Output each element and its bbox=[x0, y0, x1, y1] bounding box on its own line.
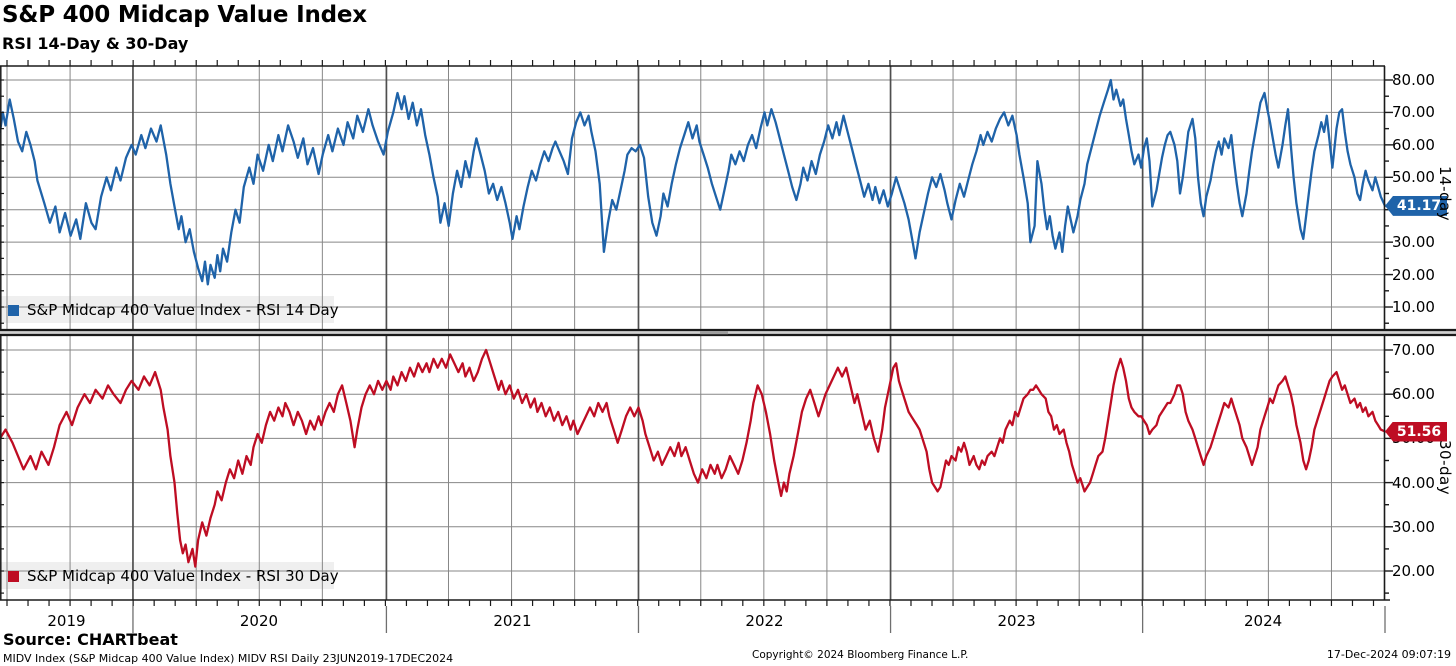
x-axis-year-label: 2023 bbox=[997, 612, 1035, 630]
y-axis-tick-label: 50.00 bbox=[1392, 168, 1435, 187]
timestamp: 17-Dec-2024 09:07:19 bbox=[1326, 648, 1451, 661]
y-axis-tick-label: 30.00 bbox=[1392, 233, 1435, 252]
chart-subtitle: RSI 14-Day & 30-Day bbox=[2, 34, 189, 53]
rsi14-line bbox=[0, 78, 1387, 286]
y-axis-tick-label: 70.00 bbox=[1392, 341, 1435, 359]
legend-band-rsi30 bbox=[0, 562, 334, 589]
last-value-badge-rsi-14: 41.17 bbox=[1385, 195, 1447, 216]
y-axis-tick-label: 70.00 bbox=[1392, 103, 1435, 122]
y-axis-tick-label: 60.00 bbox=[1392, 135, 1435, 154]
legend-label-rsi-14: S&P Midcap 400 Value Index - RSI 14 Day bbox=[27, 301, 339, 319]
plot-area-rsi14[interactable] bbox=[0, 66, 1385, 329]
axis-title-30-day: 30-day bbox=[1436, 440, 1454, 496]
legend-label-rsi-30: S&P Midcap 400 Value Index - RSI 30 Day bbox=[27, 567, 339, 585]
y-axis-tick-label: 40.00 bbox=[1392, 473, 1435, 492]
y-axis-tick-label: 30.00 bbox=[1392, 517, 1435, 536]
splitter-handle-icon[interactable] bbox=[700, 331, 728, 335]
x-axis-year-label: 2024 bbox=[1244, 612, 1282, 630]
last-value-badge-rsi-30: 51.56 bbox=[1385, 421, 1447, 442]
legend-swatch-blue-icon bbox=[8, 304, 19, 316]
x-axis-year-label: 2021 bbox=[493, 612, 531, 630]
source-line: Source: CHARTbeat bbox=[3, 630, 178, 649]
y-axis-tick-label: 20.00 bbox=[1392, 265, 1435, 284]
page-title: S&P 400 Midcap Value Index bbox=[2, 2, 367, 28]
legend-rsi-30[interactable]: S&P Midcap 400 Value Index - RSI 30 Day bbox=[8, 565, 339, 587]
legend-swatch-red-icon bbox=[8, 570, 19, 582]
y-axis-tick-label: 20.00 bbox=[1392, 562, 1435, 580]
axis-title-14-day: 14-day bbox=[1436, 166, 1454, 222]
y-axis-tick-label: 80.00 bbox=[1392, 71, 1435, 89]
legend-band-rsi14 bbox=[0, 296, 334, 323]
y-axis-tick-label: 60.00 bbox=[1392, 385, 1435, 404]
x-axis-year-label: 2022 bbox=[745, 612, 783, 630]
legend-rsi-14[interactable]: S&P Midcap 400 Value Index - RSI 14 Day bbox=[8, 299, 339, 321]
rsi30-line bbox=[0, 348, 1387, 568]
x-axis-year-label: 2020 bbox=[240, 612, 278, 630]
x-axis-year-label: 2019 bbox=[47, 612, 85, 630]
copyright-line: Copyright© 2024 Bloomberg Finance L.P. bbox=[752, 649, 969, 661]
ticker-description-line: MIDV Index (S&P Midcap 400 Value Index) … bbox=[3, 652, 454, 665]
y-axis-tick-label: 10.00 bbox=[1392, 298, 1435, 316]
